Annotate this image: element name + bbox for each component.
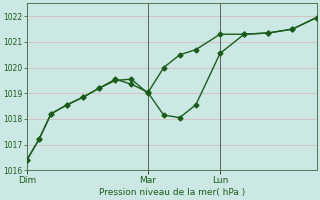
X-axis label: Pression niveau de la mer( hPa ): Pression niveau de la mer( hPa ) — [99, 188, 245, 197]
